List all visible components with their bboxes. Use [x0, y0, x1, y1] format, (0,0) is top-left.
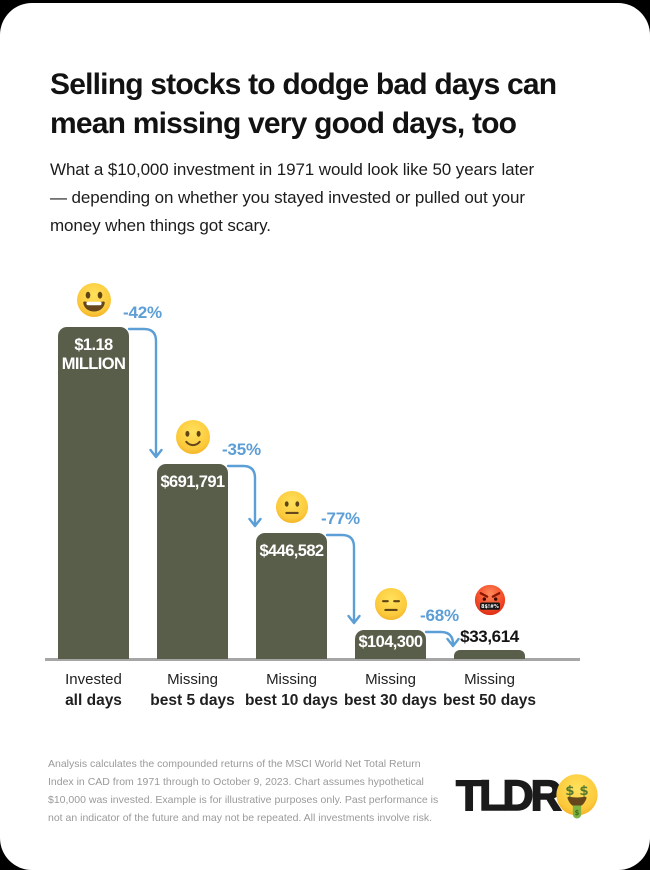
x-axis-label: Missing best 30 days — [343, 671, 438, 709]
bar-best-50-days — [454, 650, 525, 659]
cursing-face-icon: 8$!#% — [474, 584, 506, 616]
bar-all-days: $1.18 MILLION — [58, 327, 129, 659]
bar-best-30-days: $104,300 — [355, 630, 426, 659]
x-axis-label: Missing best 50 days — [442, 671, 537, 709]
drop-arrow — [226, 464, 262, 528]
slightly-smiling-face-icon — [175, 419, 211, 455]
bar-value-label: $446,582 — [259, 542, 324, 560]
svg-text:$: $ — [565, 784, 574, 799]
money-mouth-face-icon: $ $ $ — [555, 773, 599, 824]
svg-text:$: $ — [579, 784, 588, 799]
tldr-logo: TLDR $ $ $ — [455, 769, 599, 824]
infographic-card: Selling stocks to dodge bad days can mea… — [0, 3, 650, 870]
bar-value-label: $1.18 MILLION — [61, 336, 126, 373]
drop-arrow — [424, 630, 460, 648]
bar-value-label: $104,300 — [358, 633, 423, 651]
expressionless-face-icon — [374, 587, 408, 621]
pct-change-label: -42% — [123, 303, 162, 322]
x-axis-label: Missing best 5 days — [150, 671, 235, 709]
pct-change-label: -77% — [321, 509, 360, 528]
svg-text:8$!#%: 8$!#% — [481, 604, 499, 610]
pct-change-label: -68% — [420, 606, 459, 625]
neutral-face-icon — [275, 490, 309, 524]
svg-text:$: $ — [574, 809, 579, 817]
x-axis-line — [45, 658, 580, 661]
bar-best-10-days: $446,582 — [256, 533, 327, 659]
tldr-logo-text: TLDR — [455, 771, 562, 821]
pct-change-label: -35% — [222, 440, 261, 459]
drop-arrow — [325, 533, 361, 625]
footnote-disclaimer: Analysis calculates the compounded retur… — [48, 758, 439, 824]
page-subtitle: What a $10,000 investment in 1971 would … — [50, 160, 535, 235]
drop-arrow — [127, 327, 163, 459]
x-axis-label: Missing best 10 days — [244, 671, 339, 709]
bar-value-label: $33,614 — [460, 627, 519, 646]
x-axis-label: Invested all days — [65, 671, 122, 709]
bar-chart: $1.18 MILLION Invested all days $691,791 M… — [45, 273, 580, 709]
bar-value-label: $691,791 — [160, 473, 225, 491]
bar-best-5-days: $691,791 — [157, 464, 228, 659]
grinning-face-icon — [76, 282, 112, 318]
page-title: Selling stocks to dodge bad days can mea… — [50, 68, 557, 140]
